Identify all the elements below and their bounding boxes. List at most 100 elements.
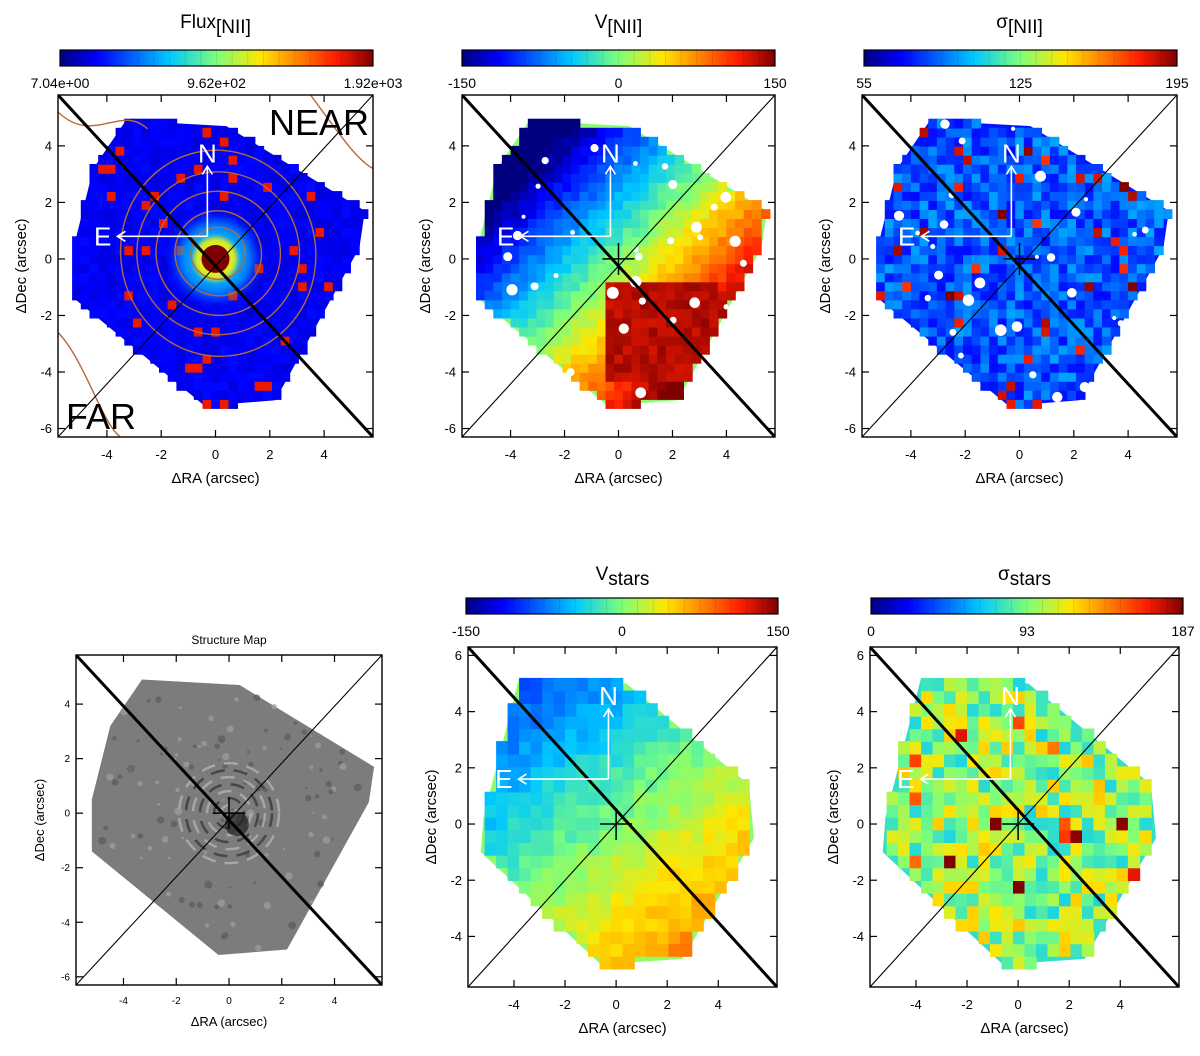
map-cell: [898, 817, 911, 831]
map-cell: [545, 317, 555, 328]
map-cell: [971, 118, 982, 129]
map-cell: [902, 154, 912, 165]
map-cell: [272, 372, 282, 382]
map-cell: [634, 779, 647, 793]
map-cell: [579, 164, 589, 174]
map-cell: [1013, 728, 1026, 742]
map-cell: [1058, 164, 1069, 174]
map-cell: [1006, 154, 1016, 165]
map-cell: [989, 127, 999, 138]
map-hole: [1079, 381, 1090, 393]
map-cell: [553, 829, 566, 843]
map-cell: [674, 272, 684, 283]
map-cell: [263, 263, 273, 274]
map-cell: [211, 164, 221, 174]
map-hole: [506, 284, 518, 296]
colorbar: [864, 50, 1177, 66]
map-cell: [132, 299, 143, 310]
map-cell: [530, 867, 543, 881]
map-cell: [1013, 766, 1026, 780]
map-cell: [272, 236, 282, 247]
map-cell: [1093, 164, 1103, 174]
map-cell: [691, 741, 704, 755]
minor-axis-line: [468, 647, 777, 987]
map-cell: [700, 173, 710, 183]
map-cell: [932, 892, 945, 907]
map-cell: [542, 829, 555, 843]
map-cell: [1059, 918, 1072, 932]
map-cell: [717, 254, 728, 265]
annotation-far: FAR: [66, 396, 136, 437]
map-cell: [622, 281, 633, 292]
map-cell: [954, 191, 964, 201]
map-cell: [921, 677, 934, 692]
map-cell: [237, 362, 247, 373]
map-cell: [1139, 817, 1152, 831]
map-cell: [668, 892, 681, 907]
map-cell: [990, 867, 1003, 881]
map-cell: [115, 191, 126, 201]
map-cell: [298, 254, 308, 265]
map-cell: [1102, 236, 1112, 247]
map-cell: [553, 317, 564, 328]
map-cell: [527, 145, 538, 156]
colorbar-max-label: 150: [766, 623, 790, 639]
map-cell: [202, 308, 212, 319]
map-cell: [1084, 317, 1095, 328]
map-cell: [700, 326, 710, 337]
map-cell: [702, 829, 716, 843]
map-cell: [1024, 892, 1037, 907]
map-cell: [176, 154, 186, 165]
map-cell: [254, 200, 265, 210]
map-cell: [1110, 182, 1121, 192]
map-cell: [700, 281, 710, 292]
map-cell: [596, 353, 607, 364]
map-cell: [611, 854, 624, 869]
map-cell: [928, 136, 938, 147]
map-cell: [1127, 854, 1141, 869]
map-cell: [928, 326, 938, 337]
map-cell: [167, 227, 178, 238]
structure-texture: [312, 811, 315, 814]
map-cell: [211, 344, 221, 355]
map-cell: [553, 209, 564, 219]
map-cell: [493, 308, 503, 319]
map-cell: [1047, 943, 1060, 957]
map-cell: [553, 753, 566, 768]
map-cell: [1024, 690, 1037, 704]
map-cell: [1036, 943, 1049, 957]
map-cell: [936, 164, 947, 174]
structure-texture: [282, 847, 286, 851]
map-cell: [519, 145, 529, 156]
map-cell: [507, 715, 520, 730]
map-cell: [674, 154, 684, 165]
map-cell: [1076, 182, 1086, 192]
map-cell: [1001, 854, 1014, 869]
map-cell: [980, 372, 990, 382]
map-cell: [272, 362, 282, 373]
map-cell: [80, 281, 91, 292]
map-cell: [115, 136, 126, 147]
map-cell: [579, 381, 589, 391]
map-cell: [536, 145, 546, 156]
map-cell: [691, 918, 704, 932]
map-cell: [228, 136, 238, 147]
map-cell: [527, 218, 538, 228]
map-cell: [967, 854, 980, 869]
map-cell: [932, 867, 945, 881]
map-cell: [989, 182, 999, 192]
map-cell: [680, 779, 693, 793]
map-cell: [1102, 200, 1112, 210]
map-cell: [588, 200, 598, 210]
map-cell: [936, 308, 947, 319]
map-cell: [645, 867, 658, 881]
map-cell: [228, 191, 238, 201]
map-cell: [1015, 127, 1025, 138]
map-cell: [588, 254, 598, 265]
map-cell: [527, 118, 538, 129]
map-cell: [542, 766, 555, 780]
map-hole: [974, 277, 986, 289]
colorbar: [60, 50, 373, 66]
map-cell: [484, 227, 495, 238]
map-cell: [700, 299, 710, 310]
